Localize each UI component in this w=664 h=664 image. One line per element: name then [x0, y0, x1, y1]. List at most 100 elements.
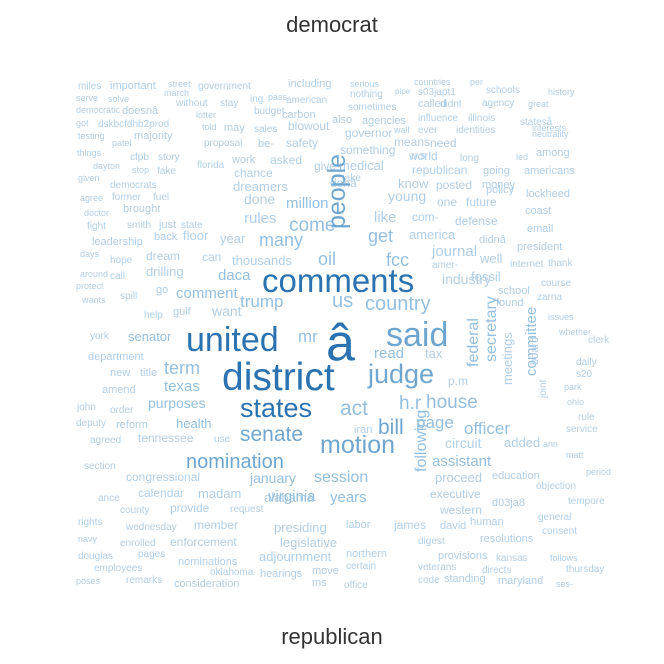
word-271: ses- [556, 579, 573, 589]
word-63: world [408, 149, 438, 163]
word-259: thursday [566, 564, 604, 575]
word-50: proposal [204, 138, 242, 149]
word-185: states [240, 393, 312, 423]
word-215: period [586, 467, 611, 477]
word-29: got [76, 118, 89, 128]
word-146: industry [442, 271, 491, 287]
word-267: consideration [174, 578, 239, 590]
word-158: â [326, 314, 355, 372]
word-161: secretary [483, 296, 500, 362]
word-179: house [426, 392, 478, 413]
word-162: committee [523, 307, 540, 376]
word-193: bill [378, 416, 404, 439]
word-36: illinois [468, 113, 495, 124]
word-115: many [259, 230, 303, 250]
word-174: judge [367, 359, 434, 389]
word-100: com- [412, 210, 439, 224]
word-86: former [112, 192, 142, 203]
word-123: oil [318, 249, 336, 269]
word-65: led [516, 152, 528, 162]
word-94: lockheed [526, 188, 570, 200]
word-257: veterans [418, 562, 456, 573]
word-35: influence [418, 113, 458, 124]
word-150: want [211, 303, 242, 319]
word-155: senator [128, 329, 172, 344]
word-54: means [394, 135, 430, 149]
word-233: member [194, 518, 238, 532]
word-163: clerk [588, 335, 610, 346]
word-266: poses [76, 576, 101, 586]
word-188: ohio [567, 397, 584, 407]
word-114: year [220, 231, 246, 246]
word-268: ms [312, 577, 327, 589]
word-106: state [181, 220, 203, 231]
word-196: rule [578, 412, 595, 423]
word-170: board [529, 337, 541, 365]
word-16: pipe [395, 87, 411, 96]
word-187: h.r [399, 393, 422, 414]
word-89: million [286, 195, 329, 212]
word-157: mr [298, 327, 318, 346]
word-116: journal [431, 243, 477, 260]
word-62: something [340, 143, 395, 157]
word-91: one [437, 195, 457, 209]
word-95: doctor [84, 208, 109, 218]
word-165: term [164, 358, 200, 378]
word-201: motion [320, 431, 395, 459]
word-253: follows [550, 553, 578, 563]
word-87: fuel [153, 192, 169, 203]
word-186: act [340, 397, 368, 420]
word-138: comments [262, 262, 414, 299]
word-0: miles [78, 81, 101, 92]
word-18: schools [486, 85, 520, 96]
word-223: provide [170, 501, 210, 515]
word-218: alabama [264, 490, 315, 505]
word-133: fossil [471, 269, 501, 284]
word-212: session [314, 469, 368, 486]
word-60: work [231, 154, 256, 166]
word-3: government [198, 81, 251, 92]
word-33: also [332, 114, 352, 126]
word-48: interests [532, 123, 567, 133]
word-192: senate [240, 423, 303, 446]
word-209: matt [566, 450, 584, 460]
word-178: texas [164, 378, 200, 395]
word-198: agreed [90, 435, 121, 446]
word-98: come [289, 215, 335, 236]
word-80: donâ [330, 176, 357, 190]
word-231: western [439, 503, 482, 517]
word-15: nothing [350, 89, 383, 100]
word-181: park [564, 382, 582, 392]
word-109: didnâ [479, 234, 507, 246]
word-210: congressional [126, 470, 200, 484]
word-194: page [416, 413, 454, 432]
word-14: american [286, 95, 327, 106]
word-251: provisions [438, 550, 488, 562]
word-55: need [430, 136, 457, 150]
word-88: done [244, 191, 275, 207]
word-122: thousands [232, 253, 292, 268]
word-112: back [154, 231, 178, 243]
word-44: blowout [288, 119, 330, 133]
word-58: cfpb [130, 152, 149, 163]
word-11: march [164, 88, 189, 98]
word-120: dream [146, 249, 180, 263]
word-247: douglas [78, 551, 113, 562]
word-79: dreamers [233, 179, 288, 194]
word-151: people [323, 154, 351, 229]
word-113: floor [183, 228, 209, 243]
word-252: kansas [496, 553, 528, 564]
word-166: read [374, 345, 404, 362]
word-108: america [409, 227, 456, 242]
word-93: policy [486, 184, 515, 196]
word-190: reform [116, 419, 148, 431]
word-107: get [368, 226, 393, 246]
word-131: daca [218, 267, 251, 284]
word-206: section [84, 461, 116, 472]
word-97: rules [244, 210, 277, 227]
word-26: called [418, 98, 447, 110]
word-169: daily [576, 357, 597, 368]
word-119: hope [110, 255, 133, 266]
word-248: pages [138, 549, 165, 560]
